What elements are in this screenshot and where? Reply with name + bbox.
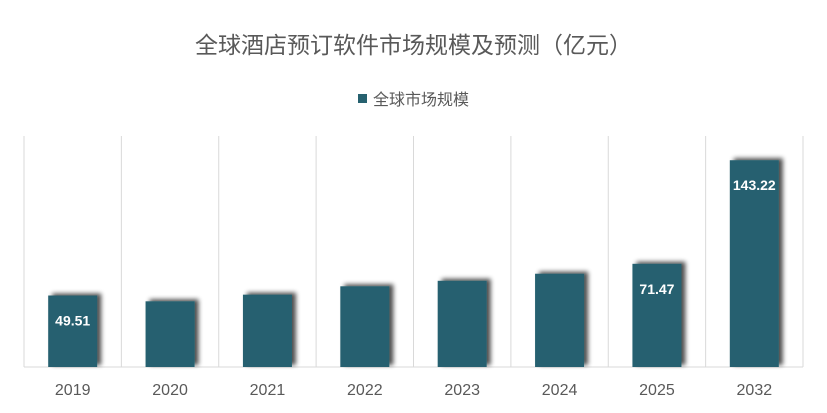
bar-2020	[145, 301, 195, 367]
chart-title: 全球酒店预订软件市场规模及预测（亿元）	[195, 33, 632, 59]
x-tick-label: 2023	[444, 382, 480, 399]
legend: 全球市场规模	[0, 86, 827, 110]
bar-2022	[340, 286, 390, 367]
x-tick-label: 2032	[737, 382, 773, 399]
bar-2019	[48, 295, 98, 367]
data-label-2025: 71.47	[639, 281, 674, 297]
data-label-2032: 143.22	[733, 177, 776, 193]
bar-2024	[535, 273, 585, 367]
x-tick-label: 2019	[55, 382, 91, 399]
legend-label: 全球市场规模	[372, 90, 469, 109]
bar-2025	[632, 263, 682, 367]
bar-2021	[242, 294, 292, 367]
bar-2032	[729, 160, 779, 367]
x-tick-label: 2020	[152, 382, 188, 399]
x-tick-label: 2024	[542, 382, 578, 399]
bar-2023	[437, 280, 487, 367]
x-tick-label: 2021	[250, 382, 286, 399]
legend-swatch	[357, 94, 367, 103]
data-label-2019: 49.51	[55, 313, 90, 329]
x-tick-label: 2025	[639, 382, 675, 399]
x-tick-label: 2022	[347, 382, 383, 399]
